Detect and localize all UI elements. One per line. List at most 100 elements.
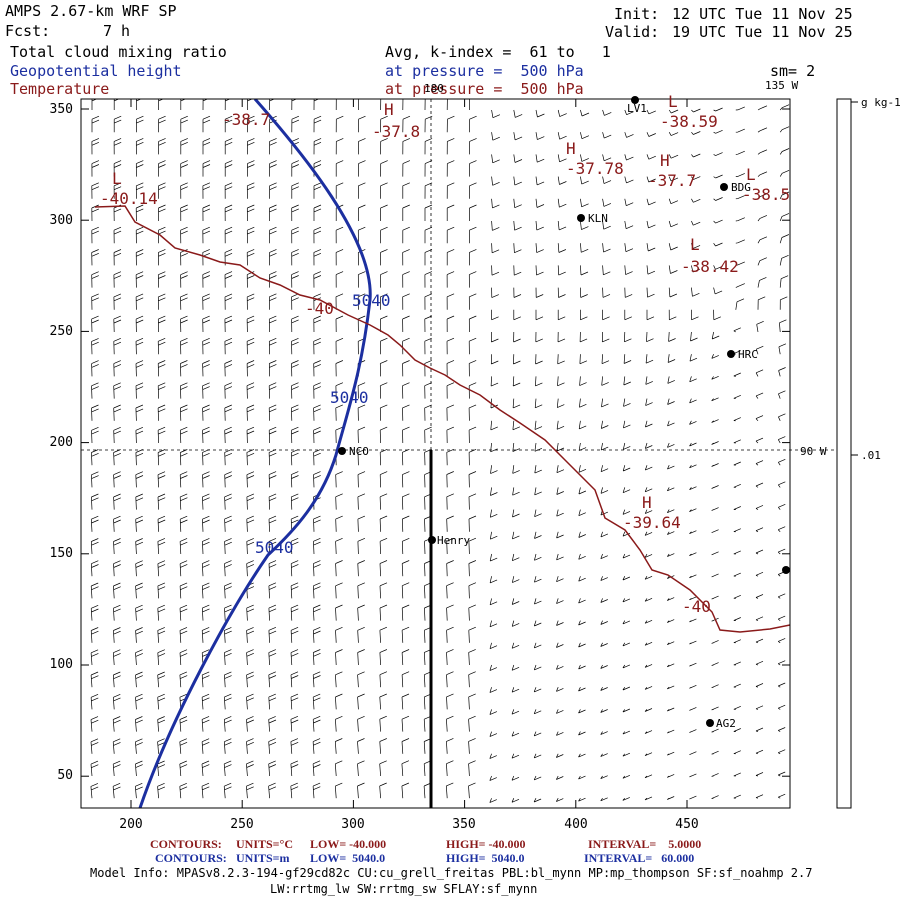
wind-barb	[135, 426, 144, 444]
wind-barb	[578, 442, 587, 451]
wind-barb	[202, 99, 209, 111]
wind-barb	[624, 287, 633, 298]
wind-barb	[602, 176, 612, 184]
wind-barb	[113, 404, 122, 421]
wind-barb	[201, 716, 210, 732]
wind-barb	[402, 204, 410, 221]
wind-barb	[579, 398, 587, 408]
wind-barb	[401, 738, 410, 754]
wind-barb	[733, 506, 741, 510]
wind-barb	[711, 354, 719, 359]
wind-barb	[402, 493, 410, 510]
wind-barb	[335, 604, 343, 621]
wind-barb	[446, 226, 455, 244]
wind-barb	[112, 716, 121, 732]
wind-barb	[578, 420, 587, 430]
lon-label-90w: 90 W	[800, 445, 827, 458]
wind-barb	[602, 287, 611, 298]
wind-barb	[335, 382, 344, 399]
wind-barb	[224, 138, 233, 155]
wind-barb	[666, 751, 675, 756]
wind-barb	[491, 198, 500, 209]
wind-barb	[268, 382, 277, 399]
wind-barb	[91, 271, 99, 288]
wind-barb	[646, 154, 656, 160]
wind-barb	[291, 226, 299, 244]
wind-barb	[733, 417, 741, 422]
wind-barb	[446, 138, 455, 155]
wind-barb	[401, 626, 410, 643]
wind-barb	[113, 382, 122, 399]
wind-barb	[512, 509, 520, 518]
wind-barb	[689, 398, 697, 404]
temperature-label: -38.42	[681, 257, 739, 276]
wind-barb	[290, 626, 299, 643]
wind-barb	[246, 337, 255, 355]
wind-barb	[313, 204, 322, 221]
wind-barb	[201, 760, 210, 777]
wind-barb	[556, 487, 564, 495]
wind-barb	[247, 99, 253, 111]
wind-barb	[534, 420, 543, 430]
wind-barb	[312, 671, 321, 688]
wind-barb	[379, 626, 388, 643]
wind-barb	[646, 176, 656, 183]
wind-barb	[644, 465, 653, 471]
wind-barb	[291, 99, 298, 111]
wind-barb	[534, 487, 542, 496]
wind-barb	[113, 99, 120, 110]
wind-barb	[202, 449, 210, 466]
wind-barb	[733, 372, 741, 377]
wind-barb	[91, 115, 100, 133]
wind-barb	[157, 627, 166, 643]
wind-barb	[136, 99, 142, 110]
wind-barb	[268, 693, 277, 710]
wind-barb	[91, 382, 99, 399]
wind-barb	[667, 442, 675, 448]
wind-barb	[757, 127, 768, 133]
wind-barb	[113, 515, 121, 532]
wind-barb	[90, 671, 99, 688]
wind-barb	[269, 99, 276, 111]
wind-barb	[557, 243, 567, 253]
wind-barb	[224, 627, 232, 643]
wind-barb	[713, 265, 723, 270]
wind-barb	[667, 509, 675, 514]
wind-barb	[91, 293, 99, 310]
wind-barb	[290, 471, 299, 488]
wind-barb	[578, 487, 587, 495]
wind-barb	[755, 749, 764, 755]
wind-barb	[335, 515, 343, 532]
wind-barb	[90, 560, 99, 577]
wind-barb	[379, 382, 388, 399]
station-marker	[720, 183, 728, 191]
wind-barb	[335, 582, 343, 599]
wind-barb	[578, 753, 586, 758]
wind-barb	[268, 360, 277, 377]
wind-barb	[313, 337, 321, 355]
wind-barb	[113, 493, 121, 510]
wind-barb	[224, 649, 232, 666]
wind-barb	[90, 538, 99, 555]
wind-barb	[223, 693, 232, 710]
wind-barb	[777, 436, 786, 444]
wind-barb	[290, 693, 299, 710]
wind-barb	[313, 99, 320, 111]
wind-barb	[424, 271, 433, 288]
wind-barb	[246, 182, 255, 199]
wind-barb	[424, 382, 432, 399]
wind-barb	[446, 448, 454, 466]
x-tick-label: 200	[119, 817, 142, 832]
wind-barb	[666, 663, 675, 668]
wind-barb	[624, 154, 634, 161]
wind-barb	[646, 287, 655, 298]
wind-barb	[557, 376, 565, 387]
wind-barb	[158, 138, 166, 155]
wind-barb	[557, 154, 567, 163]
wind-barb	[179, 560, 188, 577]
wind-barb	[668, 176, 679, 182]
wind-barb	[601, 376, 609, 386]
wind-barb	[733, 639, 741, 644]
wind-barb	[268, 716, 277, 732]
wind-barb	[580, 287, 588, 298]
